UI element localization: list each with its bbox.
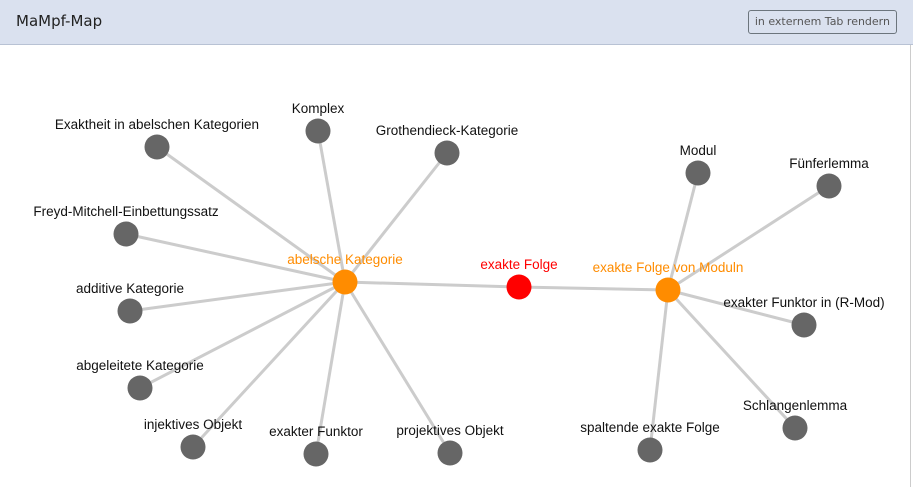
node-injektives-objekt[interactable]: injektives Objekt — [144, 417, 243, 460]
node-circle[interactable] — [637, 437, 663, 463]
node-label[interactable]: exakte Folge von Moduln — [593, 260, 744, 275]
node-label[interactable]: Grothendieck-Kategorie — [376, 123, 519, 138]
node-spaltende-exakte-folge[interactable]: spaltende exakte Folge — [580, 420, 720, 463]
edge-exakte-folge-exakte-folge-von-moduln — [518, 285, 669, 292]
node-circle[interactable] — [305, 118, 331, 144]
edge-exakte-folge-von-moduln-spaltende-exakte-folge — [648, 289, 670, 451]
node-circle[interactable] — [303, 441, 329, 467]
edge-exakte-folge-von-moduln-schlangenlemma — [666, 288, 797, 430]
node-circle[interactable] — [332, 269, 358, 295]
node-circle[interactable] — [685, 160, 711, 186]
page-title: MaMpf-Map — [16, 12, 103, 30]
node-fünferlemma[interactable]: Fünferlemma — [789, 156, 869, 199]
edge-abelsche-kategorie-grothendieck-kategorie — [343, 152, 449, 283]
node-label[interactable]: exakter Funktor — [269, 424, 363, 439]
node-abgeleitete-kategorie[interactable]: abgeleitete Kategorie — [76, 358, 204, 401]
node-circle[interactable] — [655, 277, 681, 303]
node-label[interactable]: Komplex — [292, 101, 345, 116]
edge-abelsche-kategorie-exakter-funktor — [314, 281, 347, 455]
edge-exakte-folge-von-moduln-exakter-funktor-in-r-mod — [667, 288, 805, 327]
edge-abelsche-kategorie-exaktheit-in-abelschen-kategorien — [156, 145, 346, 284]
node-label[interactable]: Modul — [680, 143, 717, 158]
node-exakte-folge[interactable]: exakte Folge — [480, 257, 558, 300]
node-abelsche-kategorie[interactable]: abelsche Kategorie — [287, 252, 403, 295]
node-label[interactable]: additive Kategorie — [76, 281, 184, 296]
edge-abelsche-kategorie-abgeleitete-kategorie — [139, 280, 346, 390]
node-circle[interactable] — [144, 134, 170, 160]
edge-exakte-folge-von-moduln-modul — [666, 172, 700, 291]
node-freyd-mitchell-einbettungssatz[interactable]: Freyd-Mitchell-Einbettungssatz — [33, 204, 219, 247]
node-circle[interactable] — [791, 312, 817, 338]
edge-abelsche-kategorie-injektives-objekt — [191, 280, 347, 449]
node-modul[interactable]: Modul — [680, 143, 717, 186]
node-circle[interactable] — [506, 274, 532, 300]
node-label[interactable]: injektives Objekt — [144, 417, 243, 432]
node-label[interactable]: projektives Objekt — [396, 423, 504, 438]
node-circle[interactable] — [127, 375, 153, 401]
node-grothendieck-kategorie[interactable]: Grothendieck-Kategorie — [376, 123, 519, 166]
node-circle[interactable] — [816, 173, 842, 199]
node-label[interactable]: spaltende exakte Folge — [580, 420, 720, 435]
edge-exakte-folge-von-moduln-fünferlemma — [667, 184, 830, 292]
node-projektives-objekt[interactable]: projektives Objekt — [396, 423, 504, 466]
edge-abelsche-kategorie-komplex — [316, 130, 347, 283]
node-circle[interactable] — [180, 434, 206, 460]
edge-abelsche-kategorie-exakte-folge — [344, 280, 520, 289]
node-label[interactable]: exakter Funktor in (R-Mod) — [723, 295, 884, 310]
node-label[interactable]: Fünferlemma — [789, 156, 869, 171]
node-schlangenlemma[interactable]: Schlangenlemma — [743, 398, 848, 441]
node-label[interactable]: abelsche Kategorie — [287, 252, 403, 267]
node-label[interactable]: Freyd-Mitchell-Einbettungssatz — [33, 204, 219, 219]
edge-abelsche-kategorie-projektives-objekt — [343, 281, 452, 454]
node-label[interactable]: abgeleitete Kategorie — [76, 358, 204, 373]
node-circle[interactable] — [437, 440, 463, 466]
node-additive-kategorie[interactable]: additive Kategorie — [76, 281, 184, 324]
node-circle[interactable] — [113, 221, 139, 247]
node-circle[interactable] — [434, 140, 460, 166]
node-circle[interactable] — [782, 415, 808, 441]
node-exakter-funktor-in-r-mod[interactable]: exakter Funktor in (R-Mod) — [723, 295, 885, 338]
node-komplex[interactable]: Komplex — [292, 101, 345, 144]
header-bar: MaMpf-Map in externem Tab rendern — [0, 0, 913, 45]
render-external-tab-button[interactable]: in externem Tab rendern — [747, 10, 897, 34]
node-exakte-folge-von-moduln[interactable]: exakte Folge von Moduln — [593, 260, 744, 303]
edge-abelsche-kategorie-additive-kategorie — [129, 280, 346, 313]
node-label[interactable]: Schlangenlemma — [743, 398, 848, 413]
node-label[interactable]: Exaktheit in abelschen Kategorien — [55, 117, 259, 132]
node-exaktheit-in-abelschen-kategorien[interactable]: Exaktheit in abelschen Kategorien — [55, 117, 259, 160]
node-label[interactable]: exakte Folge — [480, 257, 557, 272]
node-circle[interactable] — [117, 298, 143, 324]
node-exakter-funktor[interactable]: exakter Funktor — [269, 424, 363, 467]
edge-abelsche-kategorie-freyd-mitchell-einbettungssatz — [125, 232, 346, 284]
frame-border — [910, 45, 911, 487]
